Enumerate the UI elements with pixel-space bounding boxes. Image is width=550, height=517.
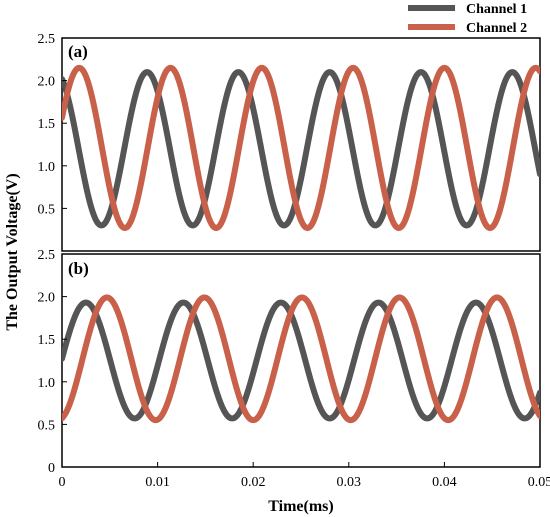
series-channel-2-panel-b [62,294,540,424]
y-tick-label-b-0: 0 [48,461,55,476]
y-tick-label-b-5: 2.5 [38,248,56,263]
legend-label-channel-2: Channel 2 [466,21,527,36]
tick-layer: 0.5 1.0 1.5 2.0 2.5 0 0.5 1.0 1.5 2.0 2.5 0 0.01 0.02… [38,32,550,490]
y-tick-label-a-3: 2.0 [38,75,56,90]
y-tick-label-a-1: 1.0 [38,160,56,175]
series-channel-1-panel-a [62,69,540,229]
y-tick-label-a-2: 1.5 [38,117,56,132]
x-tick-label-5: 0.05 [528,475,550,490]
y-tick-label-a-0: 0.5 [38,202,56,217]
y-tick-label-b-4: 2.0 [38,291,56,306]
legend: Channel 1 Channel 2 [408,2,527,36]
y-tick-label-b-2: 1.0 [38,376,56,391]
y-tick-label-b-3: 1.5 [38,333,56,348]
x-tick-label-4: 0.04 [432,475,457,490]
series-channel-2-panel-a [62,64,540,231]
panel-label-a: (a) [68,42,88,61]
x-tick-label-2: 0.02 [241,475,266,490]
legend-label-channel-1: Channel 1 [466,2,527,17]
x-axis-title: Time(ms) [268,498,333,515]
panel-label-b: (b) [68,259,89,278]
series-channel-1-panel-b [62,299,540,422]
x-tick-label-1: 0.01 [145,475,170,490]
y-tick-label-b-1: 0.5 [38,418,56,433]
y-tick-label-a-4: 2.5 [38,32,56,47]
y-axis-title: The Output Voltage(V) [4,173,21,330]
series-layer [62,64,540,424]
x-tick-label-0: 0 [59,475,66,490]
x-tick-label-3: 0.03 [337,475,362,490]
plot-area-a [61,37,541,252]
